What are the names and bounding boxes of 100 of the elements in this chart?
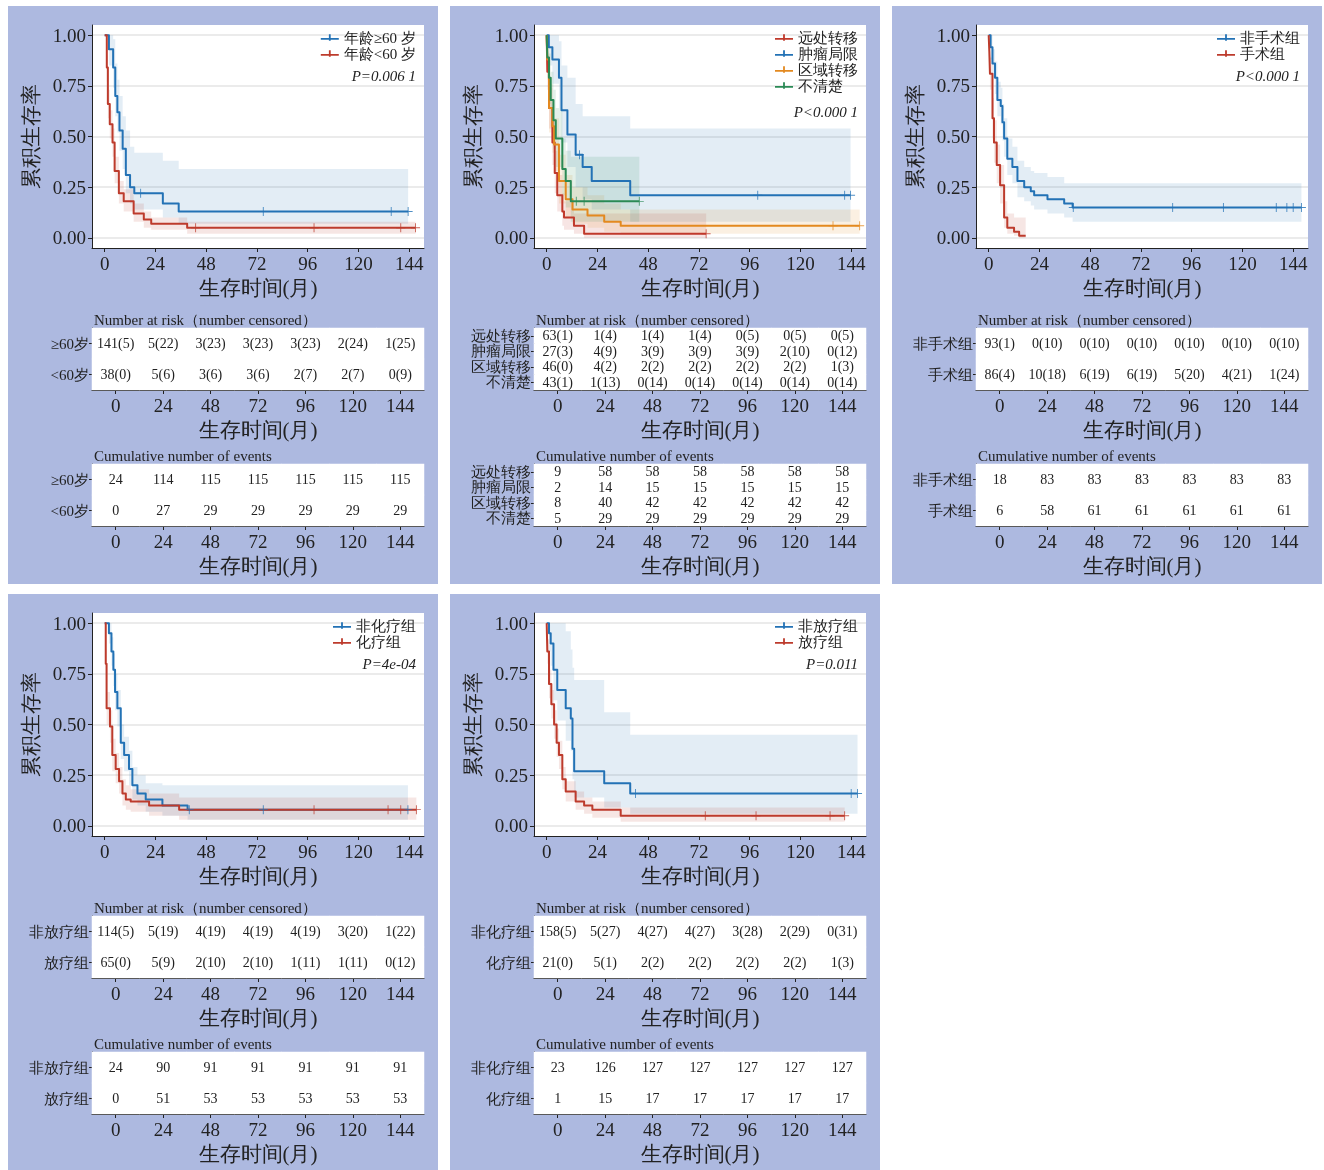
x-tick-label: 144 [828, 1119, 858, 1140]
x-tick-label: 48 [643, 1119, 663, 1140]
data-label: 8 [554, 495, 562, 511]
text: 46(0) [542, 359, 573, 375]
x-tick-label: 72 [248, 1119, 268, 1140]
x-tick-label: 120 [1222, 395, 1252, 416]
x-tick-label: 144 [386, 531, 416, 552]
text: 2(2) [640, 955, 665, 970]
x-tick-label: 120 [338, 395, 368, 416]
y-tick-label: 区域转移 [471, 494, 531, 511]
y-tick-label: 0.50 [494, 126, 528, 147]
x-tick-label: 120 [780, 531, 810, 552]
point [136, 188, 146, 198]
x-tick-label: 96 [737, 395, 757, 416]
x-axis-title: 生存时间(月) [198, 553, 318, 578]
x-tick-label: 96 [737, 1119, 757, 1140]
data-label: 17 [645, 1091, 660, 1106]
data-label: 27 [156, 503, 171, 518]
text: 0(10) [1221, 336, 1253, 351]
x-tick-label: 120 [344, 841, 373, 862]
chart-title: Cumulative number of events [978, 447, 1157, 464]
text: 4(2) [593, 359, 617, 375]
text: 21(0) [542, 955, 573, 970]
data-label: 14 [598, 479, 613, 495]
data-label: 53 [251, 1091, 265, 1106]
x-tick-label: 48 [201, 983, 221, 1004]
y-tick-label: 非化疗组 [471, 1059, 531, 1076]
x-tick-label: 48 [638, 841, 658, 862]
data-label: 0 [112, 503, 120, 518]
point [574, 150, 584, 160]
data-label: 29 [345, 503, 360, 518]
data-label: 91 [251, 1060, 265, 1075]
text: 0(5) [735, 328, 760, 344]
data-label: 115 [390, 472, 411, 487]
x-tick-label: 0 [541, 253, 552, 274]
annotation: P=4e-04 [361, 655, 417, 672]
x-tick-label: 0 [552, 531, 563, 552]
y-axis-title: 累积生存率 [461, 672, 486, 777]
data-label: 91 [203, 1060, 218, 1075]
text: 2(2) [783, 955, 807, 970]
y-tick-label: 1.00 [494, 24, 528, 46]
x-tick-label: 72 [1132, 395, 1152, 416]
x-tick-label: 72 [1131, 253, 1151, 274]
x-axis-title: 生存时间(月) [640, 417, 760, 442]
data-label: 0 [112, 1091, 120, 1106]
text: 1(11) [290, 955, 321, 970]
text: 0(14) [779, 374, 811, 390]
x-tick-label: 48 [201, 531, 221, 552]
data-label: 15 [693, 479, 707, 495]
data-label: 127 [689, 1060, 711, 1075]
text: 2(2) [735, 955, 760, 970]
legend-label: 非放疗组 [798, 617, 858, 634]
x-axis-title: 生存时间(月) [1082, 553, 1202, 578]
x-tick-label: 120 [338, 983, 368, 1004]
y-tick-label: <60岁 [50, 366, 89, 383]
x-tick-label: 72 [248, 983, 268, 1004]
x-tick-label: 144 [828, 983, 858, 1004]
y-tick-label: 非放疗组 [29, 923, 89, 940]
x-tick-label: 96 [295, 395, 315, 416]
text: 1(4) [593, 328, 617, 344]
text: 2(10) [242, 955, 274, 970]
x-tick-label: 24 [595, 1119, 616, 1140]
y-tick-label: 肿瘤局限 [471, 343, 531, 360]
x-tick-label: 144 [1278, 253, 1308, 274]
x-tick-label: 144 [828, 395, 858, 416]
y-tick-label: 1.00 [936, 24, 970, 46]
legend-label: 非手术组 [1240, 29, 1300, 46]
x-tick-label: 144 [836, 841, 866, 862]
x-tick-label: 96 [295, 983, 315, 1004]
x-tick-label: 120 [780, 1119, 810, 1140]
chart-title: Number at risk（number censored） [94, 311, 317, 328]
text: 3(6) [246, 367, 270, 382]
data-label: 127 [642, 1060, 664, 1075]
data-label: 61 [1277, 503, 1292, 518]
y-tick-label: 0.00 [936, 227, 970, 249]
chart-title: Cumulative number of events [536, 1035, 715, 1052]
x-tick-label: 24 [153, 395, 174, 416]
text: 1(3) [830, 359, 854, 375]
text: 1(22) [385, 924, 416, 939]
y-tick-label: 放疗组 [44, 1090, 89, 1107]
x-tick-label: 72 [248, 531, 268, 552]
y-tick-label: 0.00 [52, 815, 86, 837]
text: 2(7) [293, 367, 318, 382]
data-label: 126 [594, 1060, 616, 1075]
annotation: P=0.011 [805, 655, 858, 672]
data-label: 90 [156, 1060, 171, 1075]
x-axis-title: 生存时间(月) [198, 417, 318, 442]
y-tick-label: 0.75 [494, 75, 528, 97]
data-label: 15 [598, 1091, 613, 1106]
y-axis-title: 累积生存率 [461, 84, 486, 189]
x-tick-label: 120 [786, 841, 815, 862]
annotation: P<0.000 1 [792, 103, 858, 120]
x-tick-label: 24 [1037, 395, 1058, 416]
x-tick-label: 72 [690, 1119, 710, 1140]
y-tick-label: 化疗组 [486, 954, 531, 971]
text: 5(1) [593, 955, 617, 970]
text: 2(10) [195, 955, 226, 970]
text: 43(1) [542, 374, 573, 390]
x-tick-label: 72 [690, 983, 710, 1004]
text: 2(29) [779, 924, 811, 939]
